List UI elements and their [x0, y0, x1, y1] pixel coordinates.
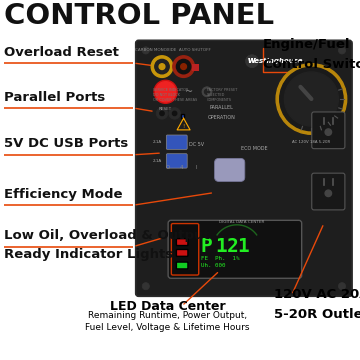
- Text: Overload Reset: Overload Reset: [4, 46, 118, 59]
- Circle shape: [246, 55, 258, 68]
- Text: 2: 2: [227, 237, 239, 256]
- Circle shape: [325, 129, 332, 135]
- Circle shape: [202, 87, 212, 97]
- Text: Parallel Ports: Parallel Ports: [4, 91, 105, 104]
- Circle shape: [159, 64, 165, 69]
- FancyBboxPatch shape: [136, 40, 352, 296]
- Circle shape: [156, 108, 168, 119]
- FancyBboxPatch shape: [312, 112, 345, 149]
- Circle shape: [169, 108, 180, 119]
- Text: Fuel Level, Voltage & Lifetime Hours: Fuel Level, Voltage & Lifetime Hours: [85, 323, 249, 332]
- Text: P: P: [201, 237, 213, 256]
- Text: !: !: [183, 124, 185, 129]
- Text: 2.1A: 2.1A: [153, 159, 162, 163]
- Circle shape: [173, 56, 194, 77]
- FancyBboxPatch shape: [192, 64, 199, 71]
- Text: Control Switch: Control Switch: [263, 58, 360, 71]
- FancyBboxPatch shape: [312, 173, 345, 210]
- Text: Low Oil, Overload & Output: Low Oil, Overload & Output: [4, 229, 210, 242]
- FancyBboxPatch shape: [166, 135, 187, 149]
- Text: 5V DC USB Ports: 5V DC USB Ports: [4, 138, 128, 150]
- FancyBboxPatch shape: [171, 224, 199, 275]
- FancyBboxPatch shape: [176, 262, 188, 269]
- Text: RESET: RESET: [159, 107, 172, 111]
- Circle shape: [276, 64, 347, 134]
- Text: OPERATION: OPERATION: [207, 115, 235, 120]
- FancyBboxPatch shape: [166, 154, 187, 168]
- Text: CONTROL PANEL: CONTROL PANEL: [4, 2, 274, 30]
- Circle shape: [204, 89, 210, 94]
- Circle shape: [284, 72, 338, 126]
- Circle shape: [160, 111, 164, 116]
- Circle shape: [154, 80, 177, 103]
- Circle shape: [156, 82, 176, 102]
- Text: DIGITAL DATA CENTER: DIGITAL DATA CENTER: [219, 220, 265, 224]
- Text: PARALLEL: PARALLEL: [210, 105, 233, 110]
- Text: 5-20R Outlets: 5-20R Outlets: [274, 308, 360, 321]
- Circle shape: [338, 47, 346, 54]
- Circle shape: [151, 56, 173, 77]
- Text: Remaining Runtime, Power Output,: Remaining Runtime, Power Output,: [88, 311, 247, 320]
- Circle shape: [181, 64, 186, 69]
- Text: FACTORY PRESET
SELECTED
COMPONENTS: FACTORY PRESET SELECTED COMPONENTS: [207, 88, 237, 102]
- Text: Uh. 000: Uh. 000: [201, 263, 225, 268]
- Circle shape: [325, 190, 332, 197]
- Text: ~: ~: [185, 87, 193, 97]
- FancyBboxPatch shape: [215, 158, 245, 181]
- Text: AC 120V 18A 5-20R: AC 120V 18A 5-20R: [292, 140, 330, 144]
- Text: Engine/Fuel: Engine/Fuel: [263, 38, 350, 51]
- Text: I: I: [195, 165, 197, 170]
- FancyBboxPatch shape: [181, 114, 184, 118]
- Circle shape: [172, 111, 177, 116]
- Text: DC 5V: DC 5V: [189, 141, 204, 147]
- Text: O: O: [165, 165, 170, 170]
- Text: Westinghouse: Westinghouse: [248, 58, 303, 64]
- Circle shape: [176, 59, 191, 74]
- FancyBboxPatch shape: [176, 249, 188, 256]
- Text: 4: 4: [180, 165, 184, 170]
- Circle shape: [338, 283, 346, 290]
- Circle shape: [155, 59, 169, 74]
- Circle shape: [142, 283, 149, 290]
- Text: Ready Indicator Lights: Ready Indicator Lights: [4, 248, 173, 261]
- Text: FE  Ph.  1%: FE Ph. 1%: [201, 256, 239, 261]
- FancyBboxPatch shape: [176, 239, 188, 246]
- FancyBboxPatch shape: [168, 220, 302, 278]
- Text: CARBON MONOXIDE  AUTO SHUTOFF: CARBON MONOXIDE AUTO SHUTOFF: [135, 48, 211, 52]
- Circle shape: [280, 67, 343, 131]
- Text: SERVICE INDICATOR
DO NOT BLOCK
OR COVER THESE AREAS: SERVICE INDICATOR DO NOT BLOCK OR COVER …: [153, 88, 197, 102]
- Text: W: W: [248, 58, 256, 64]
- Text: 120V AC 20A: 120V AC 20A: [274, 288, 360, 301]
- Text: ECO MODE: ECO MODE: [241, 146, 268, 151]
- Text: 1: 1: [237, 237, 249, 256]
- Circle shape: [142, 47, 149, 54]
- Text: LED Data Center: LED Data Center: [109, 300, 225, 312]
- Text: 2.1A: 2.1A: [153, 140, 162, 144]
- Text: 1: 1: [215, 237, 227, 256]
- Text: Efficiency Mode: Efficiency Mode: [4, 188, 122, 201]
